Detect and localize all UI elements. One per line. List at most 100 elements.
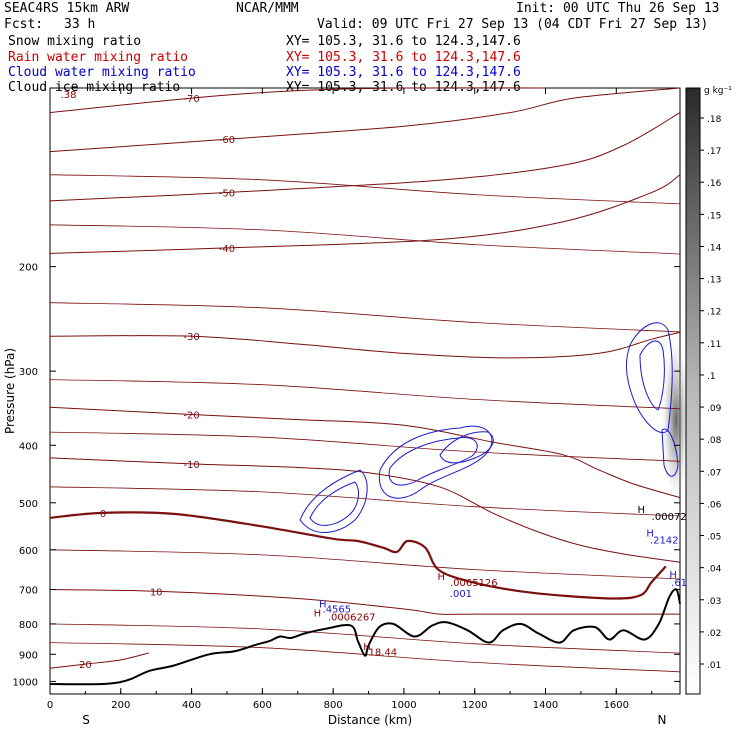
field-xy-cloud-water: XY= 105.3, 31.6 to 124.3,147.6 bbox=[286, 65, 521, 80]
high-marker: H bbox=[638, 505, 646, 516]
x-tick-label: 200 bbox=[111, 700, 130, 711]
cloud-water-layer: .001 bbox=[299, 322, 679, 600]
terrain-layer bbox=[49, 588, 681, 686]
max-value-label: .38 bbox=[61, 90, 77, 101]
colorbar-tick-label: .08 bbox=[707, 436, 722, 446]
y-tick-label: 500 bbox=[19, 499, 38, 510]
colorbar-tick-label: .03 bbox=[707, 597, 721, 607]
high-marker: H bbox=[669, 570, 677, 581]
isotherm-label: -40 bbox=[219, 244, 235, 255]
isotherm-line bbox=[49, 642, 681, 673]
isotherm-line bbox=[49, 331, 681, 359]
isotherm-label: -50 bbox=[219, 188, 235, 199]
isotherm-label: -70 bbox=[183, 94, 199, 105]
isotherm-line bbox=[49, 379, 681, 410]
high-marker: H bbox=[319, 599, 327, 610]
isotherm-line bbox=[49, 623, 681, 654]
isotherm-line bbox=[49, 87, 681, 153]
colorbar-unit: g kg⁻¹ bbox=[704, 86, 732, 96]
colorbar-tick-label: .12 bbox=[707, 308, 721, 318]
isotherm-line bbox=[49, 174, 681, 205]
colorbar-tick-label: .09 bbox=[707, 404, 722, 414]
x-tick-label: 400 bbox=[182, 700, 201, 711]
max-value-label: .0006267 bbox=[328, 613, 376, 624]
axis-layer: 0 200 400 600 800 1000 1200 1400 160020030040050… bbox=[13, 88, 680, 711]
isotherm-line bbox=[49, 652, 150, 669]
cloud-water-contour bbox=[378, 425, 493, 499]
field-name-snow: Snow mixing ratio bbox=[8, 34, 142, 49]
y-tick-label: 700 bbox=[19, 586, 38, 597]
max-value-label: .0007227 bbox=[652, 512, 700, 523]
isotherm-line bbox=[49, 224, 681, 255]
isotherm-line bbox=[49, 549, 681, 580]
isotherm-label: 20 bbox=[79, 660, 92, 671]
cloud-water-label: .001 bbox=[450, 589, 472, 600]
max-value-label: 18.44 bbox=[369, 648, 398, 659]
freezing-level-line bbox=[49, 511, 667, 600]
forecast-hour: 33 h bbox=[64, 17, 96, 32]
isotherm-layer: -70 -60 -50 -40 -30 -20 -10 0 10 20 bbox=[49, 87, 681, 673]
x-tick-label: 1400 bbox=[533, 700, 558, 711]
max-value-label: .617 bbox=[671, 578, 693, 589]
colorbar-tick-label: .17 bbox=[707, 147, 721, 157]
max-value-label: .2142 bbox=[650, 535, 679, 546]
isotherm-line bbox=[49, 302, 681, 333]
colorbar-tick-label: .13 bbox=[707, 276, 721, 286]
cloud-water-contour bbox=[309, 481, 359, 526]
y-tick-label: 800 bbox=[19, 620, 38, 631]
high-marker: H bbox=[646, 529, 654, 540]
x-tick-label: 0 bbox=[47, 700, 53, 711]
field-xy-snow: XY= 105.3, 31.6 to 124.3,147.6 bbox=[286, 34, 521, 49]
x-tick-label: 1000 bbox=[391, 700, 416, 711]
colorbar-tick-label: .01 bbox=[707, 661, 721, 671]
cloud-water-contour bbox=[639, 340, 665, 411]
isotherm-label: -30 bbox=[183, 332, 199, 343]
isotherm-label: -60 bbox=[219, 135, 235, 146]
x-tick-label: 600 bbox=[253, 700, 272, 711]
high-marker: H bbox=[438, 572, 446, 583]
cloud-water-contour bbox=[439, 431, 494, 464]
colorbar-tick-label: .05 bbox=[707, 533, 721, 543]
isotherm-line bbox=[49, 174, 681, 254]
isotherm-line bbox=[49, 457, 681, 563]
isotherm-line bbox=[49, 406, 681, 499]
isotherm-line bbox=[49, 431, 681, 462]
colorbar-labels: .18 .17 .16 .15 .14 .13 .12 .11 .1 .09 .08 .07 .06 .0… bbox=[700, 115, 722, 671]
init-time: Init: 00 UTC Thu 26 Sep 13 bbox=[516, 1, 720, 16]
colorbar-tick-label: .18 bbox=[707, 115, 722, 125]
high-marker: H bbox=[363, 642, 371, 653]
isotherm-label: -20 bbox=[183, 411, 199, 422]
y-tick-label: 1000 bbox=[13, 677, 38, 688]
isotherm-label: -10 bbox=[183, 460, 199, 471]
x-tick-label: 1200 bbox=[462, 700, 487, 711]
plot-frame bbox=[49, 87, 681, 695]
valid-time: Valid: 09 UTC Fri 27 Sep 13 (04 CDT Fri … bbox=[317, 17, 709, 32]
isotherm-line bbox=[49, 486, 681, 517]
terrain-line bbox=[49, 588, 681, 686]
isotherm-line bbox=[49, 87, 546, 114]
colorbar-tick-label: .04 bbox=[707, 565, 722, 575]
cloud-water-contour bbox=[299, 469, 368, 534]
colorbar-tick-label: .15 bbox=[707, 211, 721, 221]
colorbar-tick-label: .07 bbox=[707, 468, 721, 478]
isotherm-label: 10 bbox=[150, 587, 163, 598]
y-tick-label: 900 bbox=[19, 650, 38, 661]
cloud-water-contour bbox=[388, 437, 478, 486]
x-axis-label: Distance (km) bbox=[328, 713, 412, 727]
x-tick-label: 1600 bbox=[604, 700, 629, 711]
colorbar-tick-label: .14 bbox=[707, 243, 722, 253]
y-tick-label: 600 bbox=[19, 546, 38, 557]
field-name-cloud-water: Cloud water mixing ratio bbox=[8, 65, 196, 80]
colorbar-tick-label: .11 bbox=[707, 340, 721, 350]
colorbar-tick-label: .06 bbox=[707, 500, 722, 510]
cloud-water-contour bbox=[661, 428, 679, 477]
max-value-label: .0065126 bbox=[450, 578, 498, 589]
colorbar bbox=[685, 87, 701, 695]
center-name: NCAR/MMM bbox=[236, 1, 299, 16]
snow-shading bbox=[662, 340, 690, 500]
y-tick-label: 200 bbox=[19, 263, 38, 274]
cloud-water-contour bbox=[626, 322, 673, 433]
